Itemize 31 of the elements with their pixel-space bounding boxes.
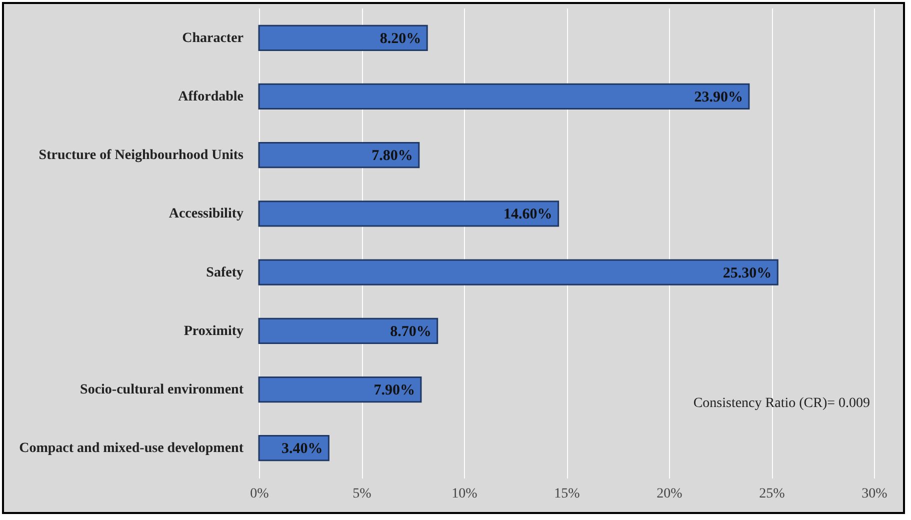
x-tick-label: 15% [554, 486, 580, 502]
bar [258, 142, 420, 168]
data-label: 14.60% [504, 206, 552, 223]
x-tick-label: 20% [656, 486, 683, 502]
x-tick-label: 30% [862, 486, 888, 502]
bar [258, 83, 750, 110]
x-tick-label: 0% [250, 486, 270, 502]
x-tick-label: 25% [759, 486, 786, 502]
annotation: Consistency Ratio (CR)= 0.009 [693, 396, 870, 411]
bar [258, 24, 428, 51]
data-label: 7.90% [374, 382, 415, 399]
data-label: 3.40% [281, 441, 323, 458]
x-tick-label: 10% [452, 486, 478, 502]
y-tick-label: Safety [206, 265, 244, 280]
y-tick-label: Structure of Neighbourhood Units [38, 148, 244, 164]
data-label: 23.90% [694, 89, 743, 106]
bar [258, 318, 438, 344]
y-tick-label: Accessibility [168, 206, 244, 222]
bar [258, 259, 778, 286]
y-tick-label: Compact and mixed-use development [19, 441, 244, 456]
x-tick-label: 5% [352, 486, 372, 502]
data-label: 7.80% [372, 148, 413, 164]
bar [258, 376, 422, 403]
data-label: 25.30% [722, 265, 772, 282]
data-label: 8.70% [390, 324, 432, 340]
data-label: 8.20% [380, 30, 422, 47]
y-tick-label: Proximity [184, 324, 244, 339]
y-tick-label: Affordable [178, 89, 244, 104]
y-tick-label: Socio-cultural environment [80, 382, 244, 398]
y-tick-label: Character [182, 30, 244, 46]
bar [258, 200, 560, 227]
